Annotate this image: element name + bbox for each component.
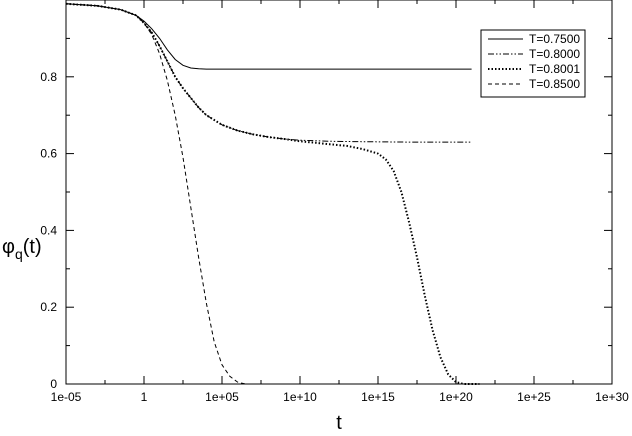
legend-label: T=0.8001: [529, 62, 580, 76]
x-tick-label: 1e+25: [517, 390, 551, 404]
series-line: [65, 3, 472, 143]
series-line: [65, 3, 261, 385]
y-axis-ticks: 0 0.2 0.4 0.6 0.8: [40, 37, 612, 391]
y-axis-label: φq(t): [2, 236, 42, 262]
y-tick-label: 0.2: [40, 300, 57, 314]
series-layer: [65, 2, 480, 385]
x-tick-label: 1e+05: [205, 390, 239, 404]
legend-box: [480, 29, 586, 98]
y-axis-label-subscript: q: [15, 246, 23, 262]
x-tick-label: 1e+10: [283, 390, 317, 404]
y-tick-label: 0.4: [40, 223, 57, 237]
series-line: [65, 3, 472, 70]
legend-label: T=0.8500: [529, 77, 580, 91]
series-line: [65, 2, 480, 385]
y-axis-label-argument: (t): [23, 236, 42, 258]
x-tick-label: 1: [141, 390, 148, 404]
legend-label: T=0.7500: [529, 32, 580, 46]
x-axis-label: t: [336, 412, 342, 434]
legend-label: T=0.8000: [529, 47, 580, 61]
x-tick-label: 1e+20: [439, 390, 473, 404]
y-tick-label: 0.8: [40, 70, 57, 84]
y-axis-label-symbol: φ: [2, 236, 15, 258]
x-tick-label: 1e+15: [361, 390, 395, 404]
x-tick-label: 1e+30: [595, 390, 629, 404]
x-tick-label: 1e-05: [51, 390, 82, 404]
y-tick-label: 0.6: [40, 147, 57, 161]
y-tick-label: 0: [50, 377, 57, 391]
x-axis-ticks: 1e-05 1 1e+05 1e+10 1e+15 1e+20 1e+25 1e+30: [51, 0, 629, 404]
